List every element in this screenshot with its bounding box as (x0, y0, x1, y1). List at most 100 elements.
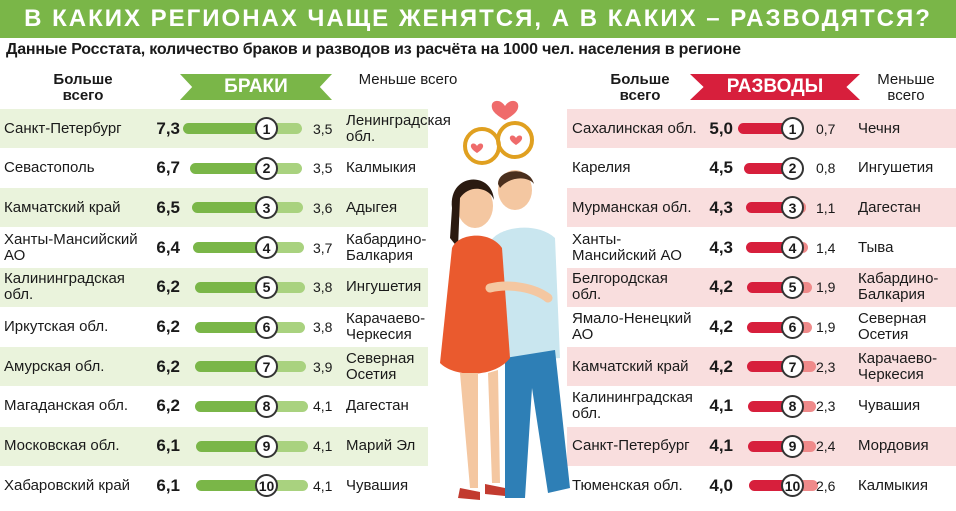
bar-least (797, 440, 817, 452)
rank-circle: 6 (255, 315, 278, 339)
region-most-label: Камчатский край (4, 198, 121, 216)
bar-least (268, 400, 308, 412)
rank-circle: 10 (781, 474, 804, 498)
marriage-most-header: Больше всего (53, 71, 113, 104)
bar-most (738, 123, 793, 134)
bar-most (196, 480, 263, 492)
region-least-label: Адыгея (346, 198, 398, 216)
ring-icon (496, 121, 534, 159)
bar-least (268, 123, 303, 134)
value-most-label: 6,1 (156, 436, 180, 456)
region-most-label: Магаданская обл. (4, 397, 129, 415)
region-least-label: Калмыкия (858, 476, 928, 494)
region-most-label: Амурская обл. (4, 357, 105, 375)
bar-most (195, 361, 263, 373)
region-least-label: Калмыкия (346, 159, 416, 177)
value-most-label: 4,1 (709, 436, 733, 456)
bar-most (191, 202, 263, 214)
value-least-label: 4,1 (313, 477, 333, 494)
region-most-label: Санкт-Петербург (4, 119, 122, 137)
value-most-label: 4,3 (709, 237, 733, 257)
page-subtitle: Данные Росстата, количество браков и раз… (6, 41, 741, 58)
bar-most (746, 361, 793, 373)
region-least-label: Ингушетия (858, 159, 934, 177)
value-most-label: 6,4 (156, 237, 180, 257)
region-least-label: Ингушетия (346, 278, 422, 296)
bar-least (268, 321, 306, 333)
value-least-label: 1,9 (816, 279, 836, 296)
marriage-least-header: Меньше всего (358, 71, 458, 88)
value-least-label: 3,8 (313, 279, 333, 296)
bar-most (749, 480, 793, 492)
region-most-label: Карелия (572, 159, 631, 177)
bar-least (268, 162, 303, 174)
rank-circle: 7 (255, 355, 278, 379)
region-least-label: Чувашия (858, 397, 921, 415)
value-most-label: 6,2 (156, 356, 180, 376)
value-least-label: 2,3 (816, 398, 836, 415)
rank-circle: 5 (255, 275, 278, 299)
rank-circle: 2 (781, 156, 804, 180)
bar-most (745, 242, 793, 254)
value-most-label: 4,0 (709, 475, 733, 495)
region-least-label: Дагестан (858, 198, 921, 216)
rank-circle: 3 (255, 196, 278, 220)
region-most-label: Тюменская обл. (572, 476, 683, 494)
rank-circle: 9 (255, 434, 278, 458)
region-least-label: Северная Осетия (858, 310, 927, 343)
bar-least (268, 480, 308, 492)
region-least-label: Марий Эл (346, 437, 416, 455)
bar-most (195, 281, 263, 293)
bar-most (746, 281, 793, 293)
rank-circle: 7 (781, 355, 804, 379)
bar-most (183, 123, 263, 134)
couple-illustration (440, 100, 570, 500)
bar-most (747, 440, 793, 452)
rank-circle: 9 (781, 434, 804, 458)
value-most-label: 4,5 (709, 158, 733, 178)
region-least-label: Чечня (858, 119, 901, 137)
region-most-label: Мурманская обл. (572, 198, 692, 216)
bar-most (195, 400, 263, 412)
value-most-label: 6,1 (156, 475, 180, 495)
bar-least (797, 281, 813, 293)
bar-least (797, 321, 813, 333)
value-most-label: 6,2 (156, 317, 180, 336)
marriage-badge: БРАКИ (180, 74, 332, 100)
bar-most (743, 162, 793, 174)
rank-circle: 1 (255, 117, 278, 140)
bar-least (268, 281, 306, 293)
value-least-label: 4,1 (313, 398, 333, 415)
bar-most (195, 321, 263, 333)
bar-most (189, 162, 263, 174)
region-most-label: Санкт-Петербург (572, 437, 690, 455)
region-most-label: Камчатский край (572, 357, 689, 375)
rank-circle: 2 (255, 156, 278, 180)
rank-circle: 8 (255, 394, 278, 418)
rank-circle: 1 (781, 117, 804, 140)
value-most-label: 4,3 (709, 197, 733, 217)
divorce-badge: РАЗВОДЫ (690, 74, 860, 100)
divorce-least-header: Меньше всего (877, 71, 935, 104)
region-most-label: Калининградская обл. (572, 389, 693, 423)
bar-least (268, 361, 307, 373)
divorce-most-header: Больше всего (610, 71, 670, 104)
bar-most (747, 400, 793, 412)
region-least-label: Мордовия (858, 437, 929, 455)
bar-most (746, 321, 793, 333)
rank-circle: 4 (781, 236, 804, 260)
region-most-label: Иркутская обл. (4, 318, 109, 335)
value-most-label: 6,7 (156, 158, 180, 178)
region-most-label: Ханты-Мансийский АО (4, 230, 138, 264)
region-most-label: Белгородская обл. (572, 270, 668, 304)
region-least-label: Ленинградская обл. (346, 111, 451, 145)
region-least-label: Тыва (858, 238, 894, 256)
value-most-label: 4,1 (709, 396, 733, 416)
rank-circle: 10 (255, 474, 278, 498)
value-least-label: 2,4 (816, 438, 836, 455)
bar-least (797, 480, 818, 492)
value-least-label: 3,6 (313, 199, 333, 216)
heart-icon (491, 100, 519, 120)
value-least-label: 0,7 (816, 120, 836, 137)
bar-most (192, 242, 263, 254)
